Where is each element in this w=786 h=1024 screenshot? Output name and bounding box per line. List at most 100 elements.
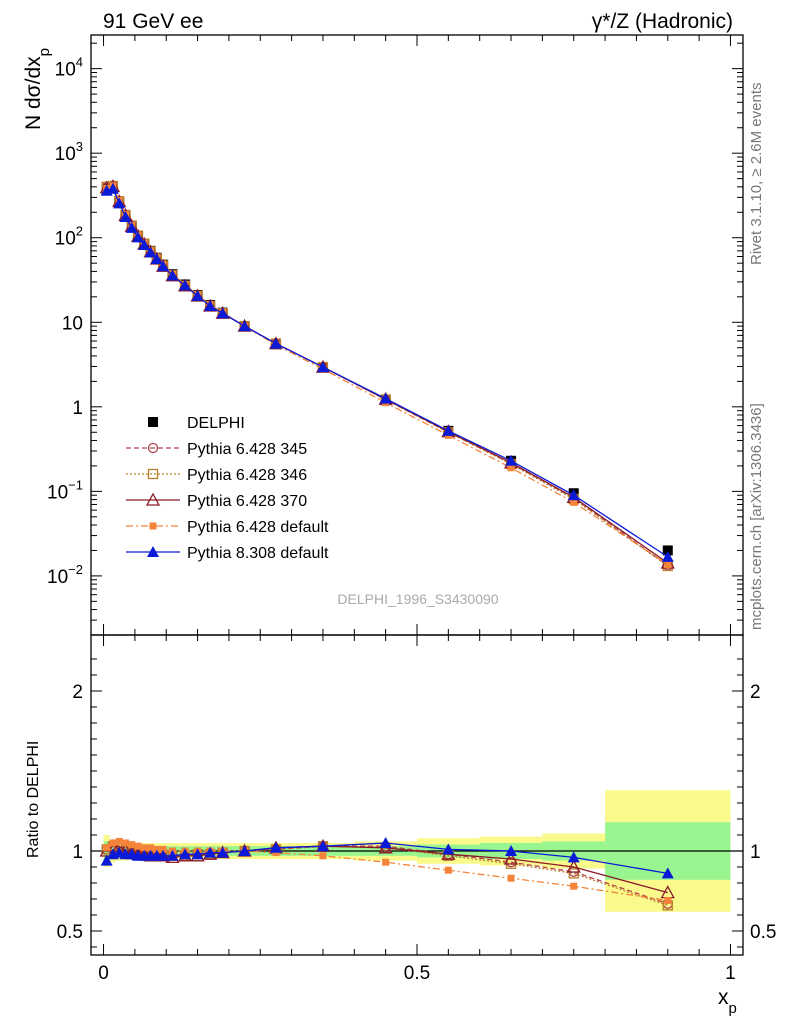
legend-label: Pythia 6.428 345 bbox=[187, 441, 307, 458]
main-series-5-point bbox=[166, 269, 179, 281]
ratio-y-tick-label: 2 bbox=[72, 682, 83, 703]
main-series-5-point bbox=[144, 246, 157, 258]
main-series-5-point bbox=[179, 279, 192, 291]
main-y-tick-label-base: 10 bbox=[55, 60, 76, 81]
ratio-series-4-point bbox=[216, 846, 229, 858]
ratio-series-3-point bbox=[664, 897, 672, 905]
ratio-x-tick-label: 0 bbox=[98, 963, 109, 984]
main-y-tick-label-exponent: 2 bbox=[76, 224, 83, 239]
right-title: γ*/Z (Hadronic) bbox=[592, 10, 733, 33]
ratio-series-3-point bbox=[115, 837, 123, 845]
main-series-5-point bbox=[379, 392, 392, 404]
ratio-plot: 0 0.5 1 0.5 0.5 1 1 2 2 bbox=[57, 634, 776, 984]
main-series-4-point bbox=[570, 498, 578, 506]
mcplots-label: mcplots.cern.ch [arXiv:1306.3436] bbox=[748, 403, 765, 630]
main-series-5-point bbox=[119, 210, 132, 222]
main-series-5-point bbox=[113, 197, 126, 209]
ratio-series-2-point bbox=[503, 851, 519, 865]
ratio-series-3-point bbox=[444, 866, 452, 874]
main-y-tick-label-base: 10 bbox=[55, 144, 76, 165]
main-y-tick-label-base: 10 bbox=[47, 482, 68, 503]
main-series-5-point bbox=[132, 231, 145, 243]
ratio-series-4-point bbox=[269, 841, 282, 853]
main-y-tick-label-exponent: −2 bbox=[68, 562, 83, 577]
ratio-y-tick-label-right: 0.5 bbox=[750, 922, 776, 943]
legend-marker bbox=[147, 468, 159, 480]
ratio-series-3-point bbox=[382, 858, 390, 866]
main-y-tick-label: 1 bbox=[72, 398, 83, 419]
ratio-y-tick-label: 1 bbox=[72, 842, 83, 863]
main-series-5-point bbox=[150, 253, 163, 265]
ratio-series-3-point bbox=[507, 874, 515, 882]
main-y-tick-label: 10−1 bbox=[47, 477, 83, 503]
ratio-series-3-point bbox=[128, 841, 136, 849]
legend-marker bbox=[145, 492, 161, 506]
main-y-tick-label: 10−2 bbox=[47, 562, 83, 588]
legend-marker bbox=[147, 442, 159, 454]
main-y-tick-label-exponent: 4 bbox=[76, 55, 83, 70]
main-series-5-point bbox=[204, 299, 217, 311]
main-series-5-point bbox=[125, 221, 138, 233]
ratio-series-4-point bbox=[179, 848, 192, 860]
main-series-5-point bbox=[316, 361, 329, 373]
legend-label: Pythia 6.428 346 bbox=[187, 467, 307, 484]
ratio-series-4-point bbox=[379, 837, 392, 848]
ratio-series-3-point bbox=[319, 852, 327, 860]
ratio-series-3-point bbox=[140, 844, 148, 852]
legend-marker bbox=[149, 522, 157, 530]
main-series-5-point bbox=[157, 260, 170, 272]
ratio-series-4-point bbox=[567, 851, 580, 863]
ratio-series-1-point bbox=[568, 868, 579, 879]
main-y-axis-subscript: p bbox=[36, 48, 53, 56]
ratio-series-3-point bbox=[103, 844, 111, 852]
main-y-tick-label-exponent: −1 bbox=[68, 477, 83, 492]
ratio-series-3-point bbox=[147, 844, 155, 852]
ratio-series-4-point bbox=[191, 848, 204, 860]
main-series-0-point bbox=[662, 545, 673, 556]
main-series-5-point bbox=[191, 289, 204, 301]
legend-label: Pythia 6.428 370 bbox=[187, 493, 307, 510]
x-axis-label: xp bbox=[718, 986, 737, 1017]
main-series-4-point bbox=[664, 561, 672, 569]
ratio-y-tick-label-right: 2 bbox=[750, 682, 761, 703]
main-y-tick-label: 104 bbox=[55, 55, 83, 81]
ratio-series-3-point bbox=[570, 882, 578, 890]
ratio-x-tick-label: 1 bbox=[725, 963, 736, 984]
main-series-5-point bbox=[106, 182, 119, 194]
main-y-axis-label: N dσ/dxp bbox=[22, 48, 53, 130]
main-series-5-point bbox=[138, 239, 151, 251]
main-y-tick-label: 102 bbox=[55, 224, 83, 250]
ratio-series-2-point bbox=[566, 859, 581, 873]
ratio-y-tick-label-right: 1 bbox=[750, 842, 761, 863]
ratio-series-3-point bbox=[121, 839, 129, 847]
legend-marker bbox=[148, 417, 158, 427]
main-series-5-point bbox=[238, 320, 251, 332]
main-series-5-point bbox=[216, 307, 229, 319]
main-series-5-point bbox=[505, 454, 518, 466]
ratio-x-tick-label: 0.5 bbox=[404, 963, 430, 984]
main-series-5-point bbox=[269, 337, 282, 349]
ratio-series-4-point bbox=[238, 845, 251, 856]
left-title: 91 GeV ee bbox=[103, 10, 203, 33]
ratio-series-3-point bbox=[109, 839, 117, 847]
rivet-label: Rivet 3.1.10, ≥ 2.6M events bbox=[748, 83, 765, 266]
legend-label: Pythia 6.428 default bbox=[187, 519, 329, 536]
ratio-y-axis-label: Ratio to DELPHI bbox=[25, 741, 42, 858]
ratio-series-4-point bbox=[204, 846, 217, 858]
analysis-watermark: DELPHI_1996_S3430090 bbox=[337, 591, 498, 607]
ratio-series-4-point bbox=[442, 843, 455, 855]
legend-marker bbox=[147, 546, 159, 557]
main-series-5-point bbox=[442, 424, 455, 436]
legend-label: DELPHI bbox=[187, 415, 245, 432]
main-y-tick-label-base: 10 bbox=[47, 567, 68, 588]
main-y-tick-label-exponent: 3 bbox=[76, 139, 83, 154]
main-series-4-point bbox=[507, 464, 515, 472]
ratio-y-tick-label: 0.5 bbox=[57, 922, 83, 943]
main-y-tick-label-base: 10 bbox=[55, 229, 76, 250]
ratio-series-3-point bbox=[134, 842, 142, 850]
ratio-series-3-point bbox=[153, 845, 161, 853]
ratio-series-4-point bbox=[505, 845, 518, 856]
main-series-5-point bbox=[567, 489, 580, 501]
ratio-series-4-point bbox=[661, 867, 674, 879]
